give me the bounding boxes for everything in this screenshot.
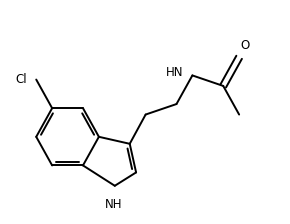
- Text: NH: NH: [104, 198, 122, 211]
- Text: Cl: Cl: [16, 73, 27, 86]
- Text: O: O: [241, 39, 250, 52]
- Text: HN: HN: [166, 66, 184, 79]
